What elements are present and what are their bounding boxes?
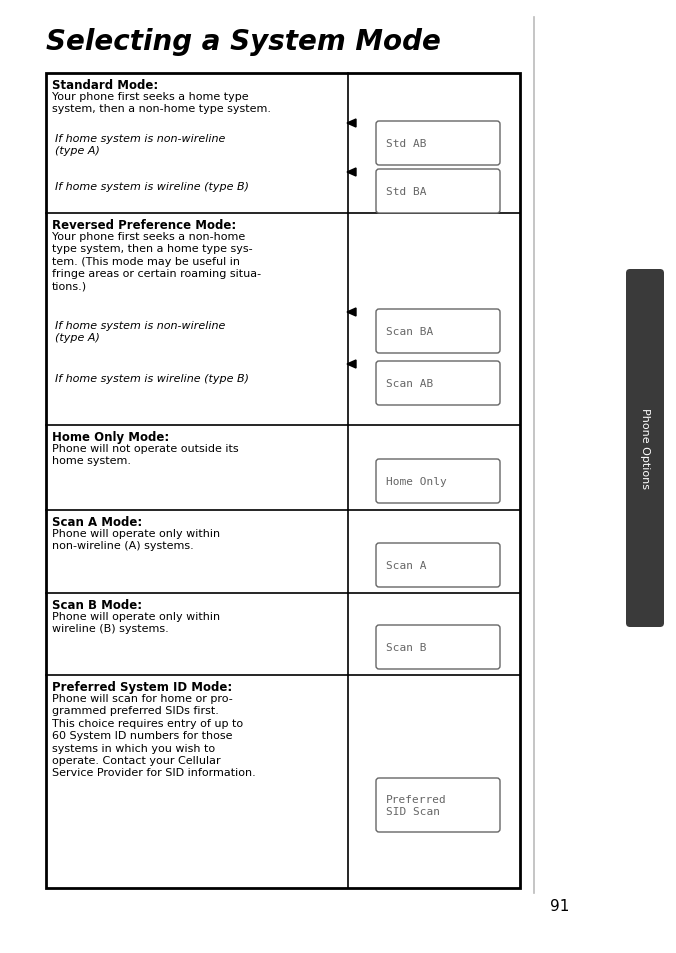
Text: Std BA: Std BA <box>386 187 427 196</box>
Text: Your phone first seeks a home type
system, then a non-home type system.: Your phone first seeks a home type syste… <box>52 91 271 114</box>
Text: Reversed Preference Mode:: Reversed Preference Mode: <box>52 219 236 232</box>
FancyBboxPatch shape <box>376 779 500 832</box>
Text: Your phone first seeks a non-home
type system, then a home type sys-
tem. (This : Your phone first seeks a non-home type s… <box>52 232 261 292</box>
Polygon shape <box>347 309 356 316</box>
FancyBboxPatch shape <box>376 625 500 669</box>
Text: Preferred
SID Scan: Preferred SID Scan <box>386 795 447 816</box>
Text: 91: 91 <box>550 898 569 913</box>
Polygon shape <box>347 120 356 128</box>
Text: Std AB: Std AB <box>386 139 427 149</box>
Text: Scan B Mode:: Scan B Mode: <box>52 598 142 612</box>
Text: Scan AB: Scan AB <box>386 378 433 389</box>
Text: Phone will scan for home or pro-
grammed preferred SIDs first.
This choice requi: Phone will scan for home or pro- grammed… <box>52 693 256 778</box>
FancyBboxPatch shape <box>626 270 664 627</box>
Text: Home Only Mode:: Home Only Mode: <box>52 431 169 443</box>
FancyBboxPatch shape <box>376 361 500 406</box>
Bar <box>46 74 520 888</box>
Text: Selecting a System Mode: Selecting a System Mode <box>46 28 441 56</box>
Text: If home system is non-wireline
(type A): If home system is non-wireline (type A) <box>55 320 225 343</box>
Text: Preferred System ID Mode:: Preferred System ID Mode: <box>52 680 233 693</box>
Text: Scan A: Scan A <box>386 560 427 571</box>
Text: Standard Mode:: Standard Mode: <box>52 79 158 91</box>
Text: If home system is wireline (type B): If home system is wireline (type B) <box>55 182 249 192</box>
Text: If home system is wireline (type B): If home system is wireline (type B) <box>55 374 249 384</box>
Text: Phone Options: Phone Options <box>640 408 650 489</box>
Text: Scan A Mode:: Scan A Mode: <box>52 516 142 529</box>
FancyBboxPatch shape <box>376 310 500 354</box>
Polygon shape <box>347 360 356 369</box>
Polygon shape <box>347 169 356 177</box>
FancyBboxPatch shape <box>376 543 500 587</box>
Text: Phone will operate only within
wireline (B) systems.: Phone will operate only within wireline … <box>52 612 220 634</box>
FancyBboxPatch shape <box>376 122 500 166</box>
Text: If home system is non-wireline
(type A): If home system is non-wireline (type A) <box>55 133 225 156</box>
Text: Phone will not operate outside its
home system.: Phone will not operate outside its home … <box>52 443 239 466</box>
Text: Home Only: Home Only <box>386 476 447 486</box>
Text: Scan B: Scan B <box>386 642 427 652</box>
Text: Phone will operate only within
non-wireline (A) systems.: Phone will operate only within non-wirel… <box>52 529 220 551</box>
FancyBboxPatch shape <box>376 459 500 503</box>
Text: Scan BA: Scan BA <box>386 327 433 336</box>
FancyBboxPatch shape <box>376 170 500 213</box>
